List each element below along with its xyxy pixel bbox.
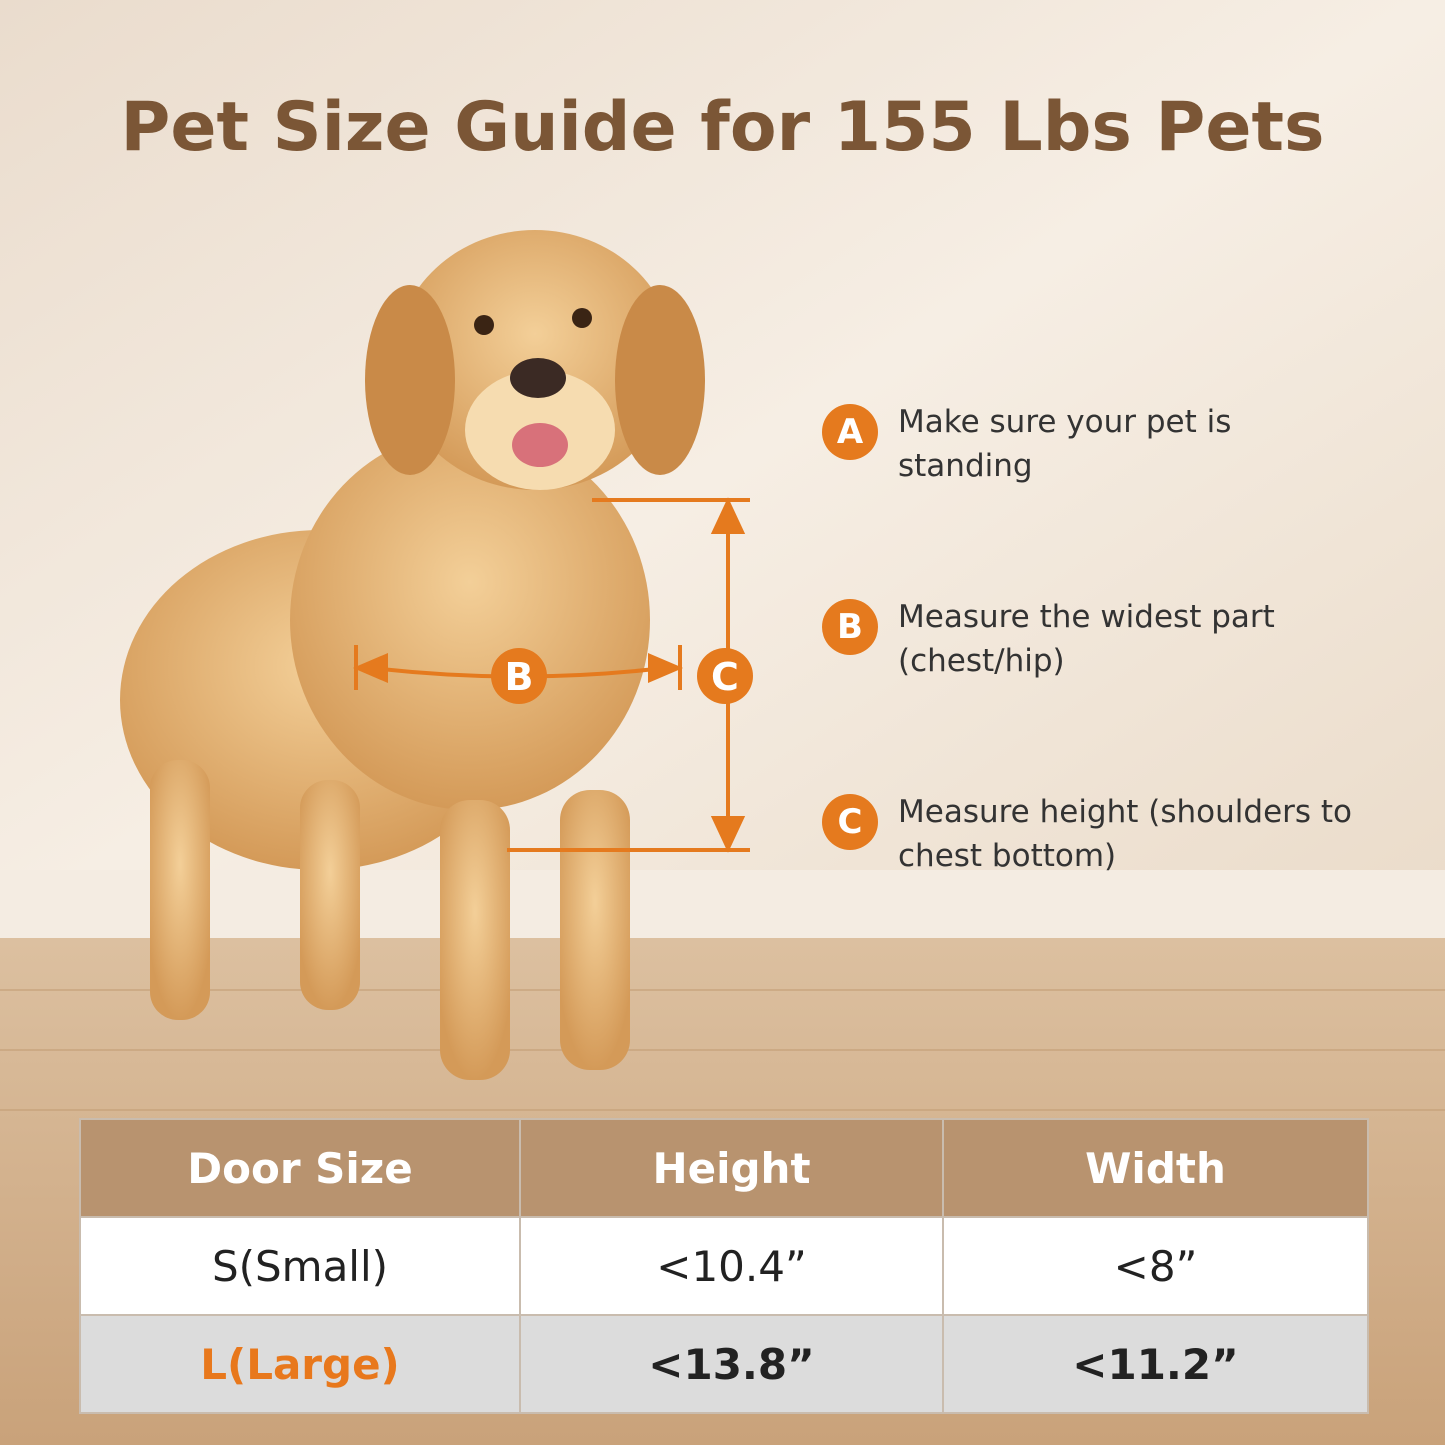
cell: S(Small) <box>79 1216 521 1316</box>
step-badge: B <box>822 599 878 655</box>
title: Pet Size Guide for 155 Lbs Pets <box>120 88 1325 167</box>
dog-illustration <box>120 230 705 1080</box>
header-cell: Door Size <box>79 1118 521 1218</box>
cell: L(Large) <box>79 1314 521 1414</box>
step-text: Measure height (shoulders to chest botto… <box>898 794 1353 874</box>
cell: <10.4” <box>519 1216 944 1316</box>
table-row: S(Small) <10.4” <8” <box>79 1216 1369 1316</box>
table-row: L(Large) <13.8” <11.2” <box>79 1314 1369 1414</box>
step: C Measure height (shoulders to chest bot… <box>822 794 1382 894</box>
cell: <8” <box>942 1216 1369 1316</box>
header-cell: Width <box>942 1118 1369 1218</box>
cell: <13.8” <box>519 1314 944 1414</box>
step-text: Make sure your pet is standing <box>898 404 1232 484</box>
width-label: B <box>505 655 534 699</box>
step-badge: C <box>822 794 878 850</box>
header-cell: Height <box>519 1118 944 1218</box>
height-label: C <box>711 655 739 699</box>
size-table: Door Size Height Width S(Small) <10.4” <… <box>79 1118 1369 1414</box>
step-badge: A <box>822 404 878 460</box>
step: A Make sure your pet is standing <box>822 404 1382 504</box>
header-row: Door Size Height Width <box>79 1118 1369 1218</box>
cell: <11.2” <box>942 1314 1369 1414</box>
step-text: Measure the widest part (chest/hip) <box>898 599 1275 679</box>
step: B Measure the widest part (chest/hip) <box>822 599 1382 699</box>
